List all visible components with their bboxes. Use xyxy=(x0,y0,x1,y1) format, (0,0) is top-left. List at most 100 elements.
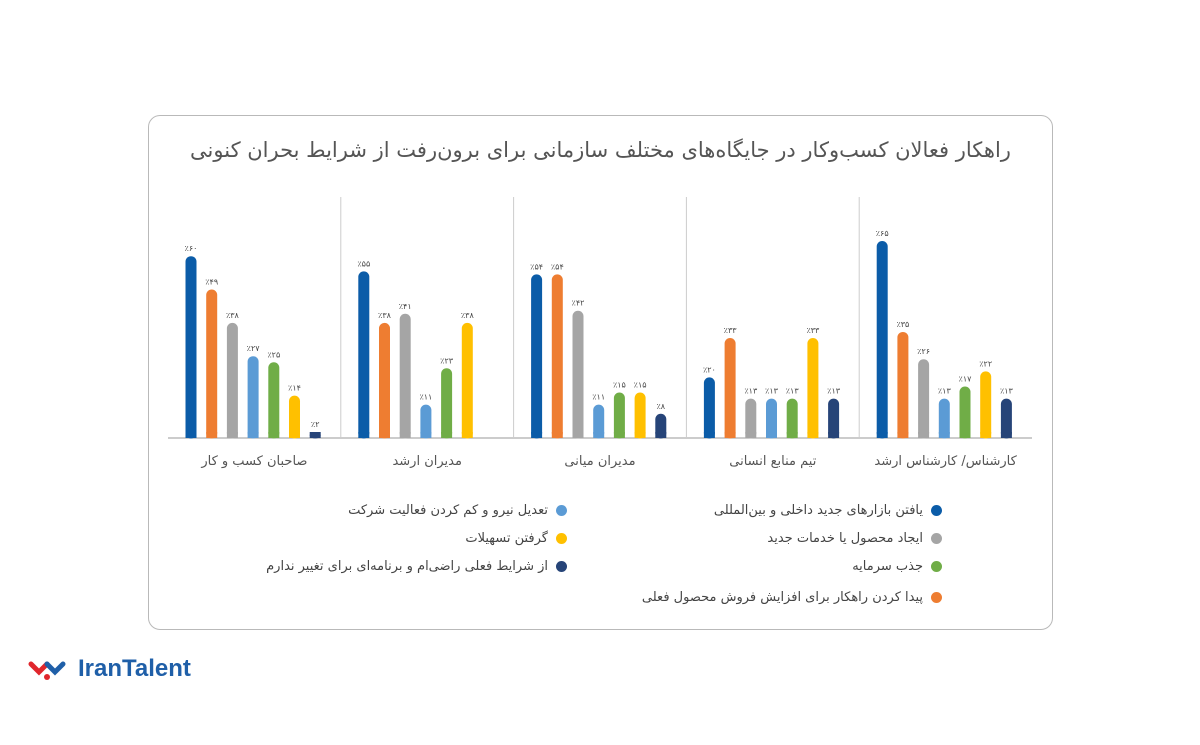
bar xyxy=(185,256,197,439)
bar-base xyxy=(206,432,218,438)
bar-base xyxy=(724,432,736,438)
bar-base xyxy=(786,432,798,438)
legend-label: ایجاد محصول یا خدمات جدید xyxy=(767,531,923,546)
bar xyxy=(289,395,300,439)
data-label: ٪۱۵ xyxy=(613,381,626,390)
legend-item: یافتن بازارهای جدید داخلی و بین‌المللی xyxy=(714,503,942,518)
data-label: ٪۵۵ xyxy=(357,259,370,268)
data-label: ٪۵۴ xyxy=(530,262,543,271)
legend-swatch xyxy=(931,561,942,572)
legend-label: تعدیل نیرو و کم کردن فعالیت شرکت xyxy=(348,503,548,518)
legend-item: ایجاد محصول یا خدمات جدید xyxy=(767,531,942,546)
bar-base xyxy=(420,432,432,438)
legend-item: پیدا کردن راهکار برای افزایش فروش محصول … xyxy=(642,590,942,605)
bar xyxy=(247,356,259,439)
data-label: ٪۱۱ xyxy=(419,393,432,402)
bar-base xyxy=(268,432,280,438)
legend-swatch xyxy=(931,592,942,603)
category-label: کارشناس/ کارشناس ارشد xyxy=(874,454,1017,469)
bar xyxy=(959,386,971,439)
data-label: ٪۳۸ xyxy=(378,311,392,320)
bar xyxy=(268,362,280,439)
bar-base xyxy=(959,432,971,438)
bar xyxy=(766,398,777,439)
data-label: ٪۱۳ xyxy=(1000,387,1014,396)
data-label: ٪۲۰ xyxy=(703,365,716,374)
bar-base xyxy=(593,432,605,438)
data-label: ٪۶۰ xyxy=(185,244,198,253)
data-label: ٪۳۵ xyxy=(896,320,909,329)
category-label: مدیران میانی xyxy=(564,454,635,469)
bar-base xyxy=(399,432,411,438)
bar xyxy=(897,331,909,439)
legend-swatch xyxy=(931,505,942,516)
bar-base xyxy=(807,432,819,438)
bar xyxy=(531,274,543,439)
data-label: ٪۲۳ xyxy=(440,356,454,365)
bar-base xyxy=(918,432,930,438)
bar-base xyxy=(703,432,715,438)
data-label: ٪۱۳ xyxy=(744,387,758,396)
legend-label: گرفتن تسهیلات xyxy=(465,531,548,546)
bar xyxy=(420,404,432,439)
bar xyxy=(938,398,950,439)
bar xyxy=(441,368,453,439)
bar xyxy=(918,359,930,439)
bar-base xyxy=(897,432,909,438)
logo-icon xyxy=(28,661,66,680)
data-label: ٪۲۷ xyxy=(247,344,261,353)
legend-item: گرفتن تسهیلات xyxy=(465,531,567,546)
chart-card xyxy=(148,115,1053,630)
bar-base xyxy=(613,432,625,438)
legend-item: تعدیل نیرو و کم کردن فعالیت شرکت xyxy=(348,503,567,518)
bar-base xyxy=(289,432,300,438)
data-label: ٪۱۵ xyxy=(634,381,647,390)
legend-item: جذب سرمایه xyxy=(852,559,942,574)
legend-swatch xyxy=(556,533,567,544)
data-label: ٪۳۳ xyxy=(724,326,738,335)
bar xyxy=(593,404,605,439)
bar-base xyxy=(572,432,584,438)
bar xyxy=(1000,398,1012,439)
bar-base xyxy=(531,432,543,438)
category-label: تیم منابع انسانی xyxy=(729,454,816,469)
bar xyxy=(206,289,218,439)
data-label: ٪۱۷ xyxy=(959,374,973,383)
legend-swatch xyxy=(556,561,567,572)
legend-swatch xyxy=(931,533,942,544)
bar-base xyxy=(876,432,888,438)
bar xyxy=(358,271,370,439)
data-label: ٪۱۴ xyxy=(288,384,301,393)
data-label: ٪۲۶ xyxy=(917,347,930,356)
bar-base xyxy=(185,432,197,438)
legend-label: جذب سرمایه xyxy=(852,559,923,574)
bar-base xyxy=(551,432,563,438)
logo-text: IranTalent xyxy=(78,655,191,682)
data-label: ٪۱۳ xyxy=(765,387,779,396)
data-label: ٪۴۹ xyxy=(205,278,218,287)
irantalent-logo: IranTalent xyxy=(28,655,191,683)
bar xyxy=(703,377,715,439)
data-label: ٪۳۳ xyxy=(806,326,820,335)
bar-base xyxy=(655,432,667,438)
bar-base xyxy=(745,432,757,438)
bar-base xyxy=(247,432,259,438)
legend-swatch xyxy=(556,505,567,516)
category-label: صاحبان کسب و کار xyxy=(200,454,307,469)
bar xyxy=(786,398,798,439)
bar xyxy=(876,241,888,439)
data-label: ٪۴۱ xyxy=(399,302,412,311)
category-label: مدیران ارشد xyxy=(392,454,461,469)
data-label: ٪۶۵ xyxy=(876,229,889,238)
bar xyxy=(551,274,563,439)
bar-base xyxy=(766,432,777,438)
bar-base xyxy=(309,432,321,438)
bar xyxy=(572,310,584,439)
legend-item: از شرایط فعلی راضی‌ام و برنامه‌ای برای ت… xyxy=(266,559,567,574)
bar-base xyxy=(938,432,950,438)
data-label: ٪۲ xyxy=(311,420,320,429)
bar-base xyxy=(1000,432,1012,438)
bar xyxy=(379,322,390,439)
bar xyxy=(980,371,992,439)
bar-base xyxy=(980,432,992,438)
